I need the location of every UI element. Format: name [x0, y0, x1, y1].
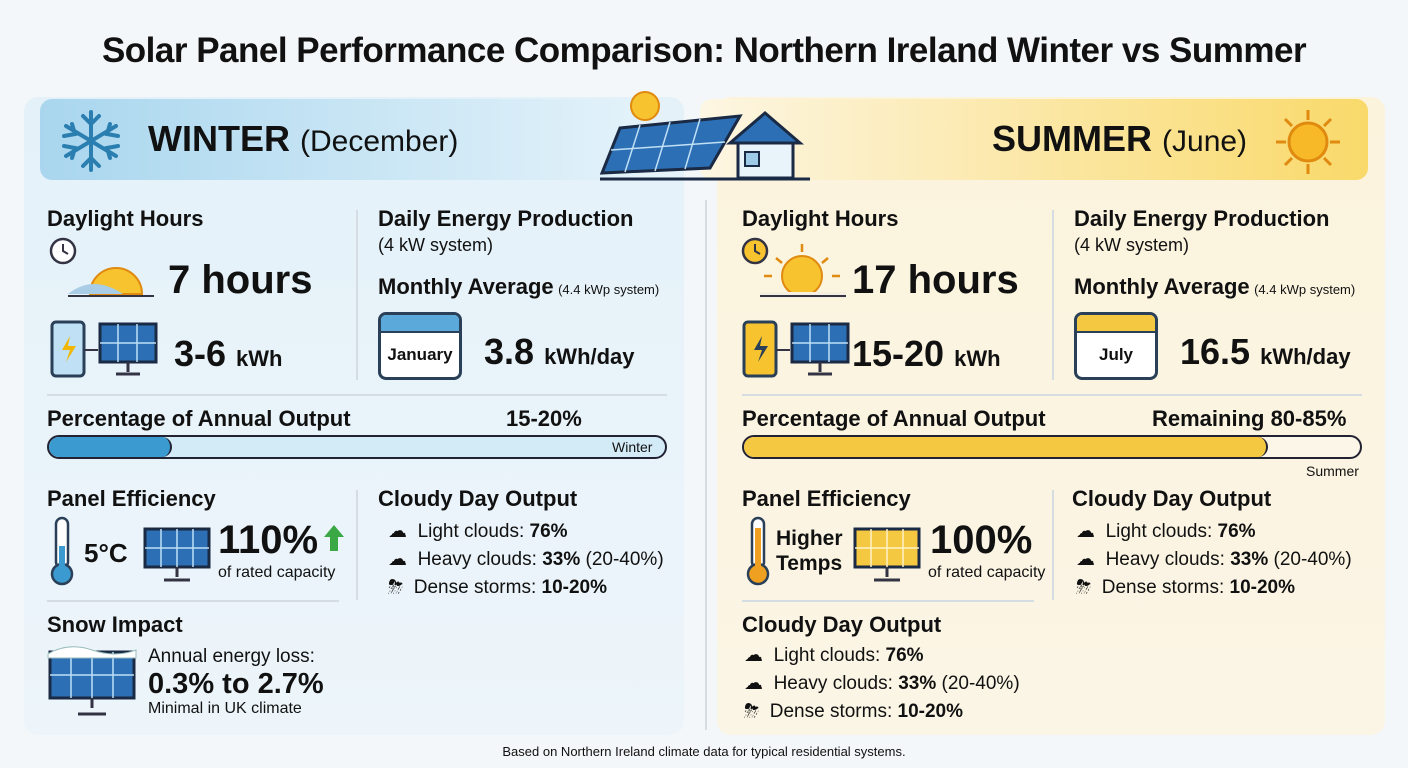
summer-header [700, 99, 1368, 180]
summer-efficiency-note: of rated capacity [928, 564, 1046, 581]
snowy-panel-icon [47, 646, 137, 716]
divider [742, 600, 1034, 602]
light-cloud-icon: ☁ [744, 645, 763, 666]
list-item: ☁ Light clouds: 76% [744, 645, 924, 666]
list-item: ⛈ Dense storms: 10-20% [1076, 577, 1296, 598]
summer-annual-value: Remaining 80-85% [1152, 406, 1347, 431]
divider [742, 394, 1362, 396]
heavy-cloud-icon: ☁ [744, 673, 763, 694]
sun-icon [1276, 110, 1340, 174]
battery-panel-icon [50, 320, 158, 378]
summer-daily-system: (4 kW system) [1074, 235, 1189, 255]
winter-monthly-value: 3.8 kWh/day [484, 331, 635, 372]
calendar-icon: July [1074, 312, 1158, 380]
winter-header [40, 99, 640, 180]
winter-annual-bar [47, 435, 667, 459]
solar-panel-icon [143, 527, 211, 582]
list-item: ☁ Heavy clouds: 33% (20-40%) [1076, 549, 1352, 570]
summer-title: SUMMER (June) [992, 118, 1248, 159]
summer-cloud-list: ☁ Light clouds: 76% ☁ Heavy clouds: 33% … [1076, 518, 1352, 602]
heavy-cloud-icon: ☁ [388, 549, 407, 570]
summer-efficiency-value: 100% [930, 518, 1033, 562]
list-item: ⛈ Dense storms: 10-20% [388, 577, 608, 598]
summer-bar-label: Summer [1306, 463, 1359, 479]
page-title: Solar Panel Performance Comparison: Nort… [101, 31, 1307, 70]
winter-panel [24, 97, 684, 735]
summer-annual-bar [742, 435, 1362, 459]
winter-daylight-value: 7 hours [168, 258, 313, 302]
winter-daily-label: Daily Energy Production [378, 206, 634, 231]
arrow-up-icon [324, 525, 345, 551]
list-item: ☁ Light clouds: 76% [1076, 521, 1256, 542]
winter-efficiency-label: Panel Efficiency [47, 486, 216, 511]
summer-cloud-list-2: ☁ Light clouds: 76% ☁ Heavy clouds: 33% … [744, 642, 1020, 726]
divider [356, 490, 358, 600]
summer-daily-label: Daily Energy Production [1074, 206, 1330, 231]
summer-daylight-value: 17 hours [852, 258, 1019, 302]
winter-monthly-label: Monthly Average (4.4 kWp system) [378, 274, 660, 299]
summer-annual-label: Percentage of Annual Output [742, 406, 1046, 431]
summer-panel [717, 97, 1385, 735]
summer-cloudy-label: Cloudy Day Output [1072, 486, 1272, 511]
winter-cloudy-label: Cloudy Day Output [378, 486, 578, 511]
light-cloud-icon: ☁ [1076, 521, 1095, 542]
list-item: ☁ Light clouds: 76% [388, 521, 568, 542]
summer-daylight-label: Daylight Hours [742, 206, 899, 231]
clock-sunrise-icon [49, 237, 154, 297]
divider [356, 210, 358, 380]
snowflake-icon [62, 110, 120, 172]
summer-temp: Higher Temps [776, 527, 843, 575]
clock-sun-icon [741, 237, 846, 298]
storm-cloud-icon: ⛈ [744, 701, 760, 722]
storm-cloud-icon: ⛈ [388, 577, 404, 598]
light-cloud-icon: ☁ [388, 521, 407, 542]
winter-temp: 5°C [84, 538, 128, 568]
winter-annual-value: 15-20% [506, 406, 582, 431]
winter-daily-system: (4 kW system) [378, 235, 493, 255]
winter-daylight-label: Daylight Hours [47, 206, 204, 231]
summer-daily-value: 15-20 kWh [852, 333, 1001, 374]
summer-efficiency-label: Panel Efficiency [742, 486, 911, 511]
summer-monthly-label: Monthly Average (4.4 kWp system) [1074, 274, 1356, 299]
snow-note: Minimal in UK climate [148, 700, 302, 717]
divider [47, 600, 339, 602]
divider [1052, 490, 1054, 600]
snow-impact-label: Snow Impact [47, 612, 183, 637]
winter-annual-label: Percentage of Annual Output [47, 406, 351, 431]
list-item: ⛈ Dense storms: 10-20% [744, 701, 964, 722]
winter-daily-value: 3-6 kWh [174, 333, 283, 374]
summer-monthly-value: 16.5 kWh/day [1180, 331, 1351, 372]
storm-cloud-icon: ⛈ [1076, 577, 1092, 598]
snow-loss-value: 0.3% to 2.7% [148, 668, 324, 700]
list-item: ☁ Heavy clouds: 33% (20-40%) [388, 549, 664, 570]
battery-panel-icon [742, 320, 850, 378]
snow-loss-label: Annual energy loss: [148, 646, 315, 667]
winter-bar-label: Winter [612, 439, 653, 455]
winter-efficiency-value: 110% [218, 520, 346, 560]
calendar-icon: January [378, 312, 462, 380]
summer-cloudy-label-2: Cloudy Day Output [742, 612, 942, 637]
thermometer-icon [50, 516, 74, 586]
list-item: ☁ Heavy clouds: 33% (20-40%) [744, 673, 1020, 694]
heavy-cloud-icon: ☁ [1076, 549, 1095, 570]
thermometer-icon [746, 516, 770, 586]
winter-title: WINTER (December) [148, 118, 459, 159]
divider [1052, 210, 1054, 380]
footer-note: Based on Northern Ireland climate data f… [502, 744, 906, 759]
center-divider [705, 200, 707, 730]
winter-efficiency-note: of rated capacity [218, 564, 336, 581]
solar-house-icon [600, 91, 810, 181]
solar-panel-icon [853, 527, 921, 582]
winter-cloud-list: ☁ Light clouds: 76% ☁ Heavy clouds: 33% … [388, 518, 664, 602]
divider [47, 394, 667, 396]
